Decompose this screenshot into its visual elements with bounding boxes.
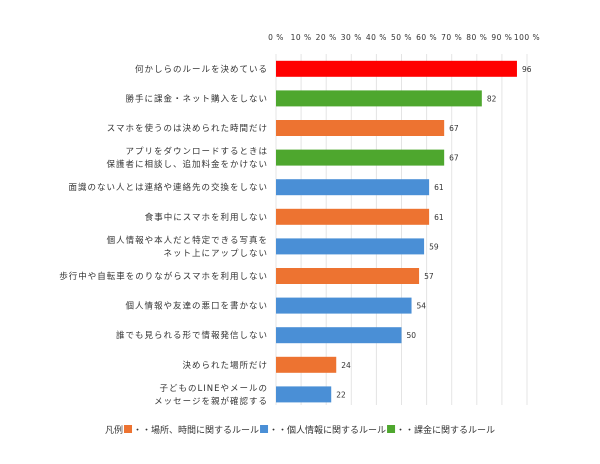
- bar: [276, 60, 517, 77]
- x-tick-label: 80 %: [466, 33, 487, 42]
- data-label: 22: [336, 390, 346, 399]
- x-tick-label: 20 %: [316, 33, 337, 42]
- x-tick-label: 70 %: [441, 33, 462, 42]
- category-label: 食事中にスマホを利用しない: [145, 212, 268, 223]
- legend-label: ・・課金に関するルール: [396, 424, 495, 436]
- data-label: 67: [449, 154, 459, 163]
- x-tick-label: 60 %: [416, 33, 437, 42]
- category-label: アプリをダウンロードするときは: [125, 146, 268, 157]
- bar: [276, 268, 420, 284]
- x-tick-label: 0 %: [268, 33, 284, 42]
- x-tick-label: 30 %: [341, 33, 362, 42]
- category-label: ネット上にアップしない: [163, 249, 268, 259]
- category-label: 子どものLINEやメールの: [160, 384, 268, 394]
- bar: [276, 297, 412, 314]
- category-label: 個人情報や友達の悪口を書かない: [125, 301, 268, 312]
- category-label: 保護者に相談し、追加料金をかけない: [106, 159, 268, 170]
- data-label: 61: [434, 213, 444, 222]
- category-label: スマホを使うのは決められた時間だけ: [107, 123, 268, 134]
- bar: [276, 327, 402, 344]
- category-label: 歩行中や自転車をのりながらスマホを利用しない: [59, 271, 268, 282]
- x-tick-label: 50 %: [391, 33, 412, 42]
- legend-swatch: [260, 425, 269, 433]
- data-label: 61: [434, 183, 444, 192]
- category-label: 勝手に課金・ネット購入をしない: [125, 93, 268, 104]
- data-label: 82: [487, 94, 497, 103]
- legend-swatch: [387, 425, 396, 433]
- category-label: メッセージを親が確認する: [154, 396, 268, 407]
- legend-title: 凡例: [105, 424, 123, 436]
- category-label: 個人情報や本人だと特定できる写真を: [107, 235, 268, 246]
- bar: [276, 238, 425, 255]
- x-tick-label: 100 %: [514, 33, 540, 42]
- x-tick-label: 90 %: [491, 33, 512, 42]
- legend-swatch: [124, 425, 133, 433]
- legend-label: ・・場所、時間に関するルール: [133, 424, 259, 436]
- data-label: 57: [424, 272, 434, 281]
- category-label: 面識のない人とは連絡や連絡先の交換をしない: [68, 182, 268, 193]
- bar: [276, 90, 482, 107]
- data-label: 96: [522, 65, 532, 74]
- bar: [276, 179, 430, 196]
- data-label: 59: [429, 242, 439, 251]
- bar: [276, 208, 430, 225]
- x-tick-label: 10 %: [291, 33, 312, 42]
- legend-label: ・・個人情報に関するルール: [269, 424, 386, 436]
- bar: [276, 386, 332, 403]
- category-label: 決められた場所だけ: [182, 360, 268, 371]
- bar: [276, 120, 445, 136]
- bar: [276, 149, 445, 166]
- category-label: 何かしらのルールを決めている: [135, 64, 268, 75]
- data-label: 24: [341, 361, 351, 370]
- data-label: 67: [449, 124, 459, 133]
- x-tick-label: 40 %: [366, 33, 387, 42]
- data-label: 54: [417, 302, 427, 311]
- data-label: 50: [407, 331, 417, 340]
- category-label: 誰でも見られる形で情報発信しない: [116, 330, 268, 341]
- bar: [276, 356, 337, 373]
